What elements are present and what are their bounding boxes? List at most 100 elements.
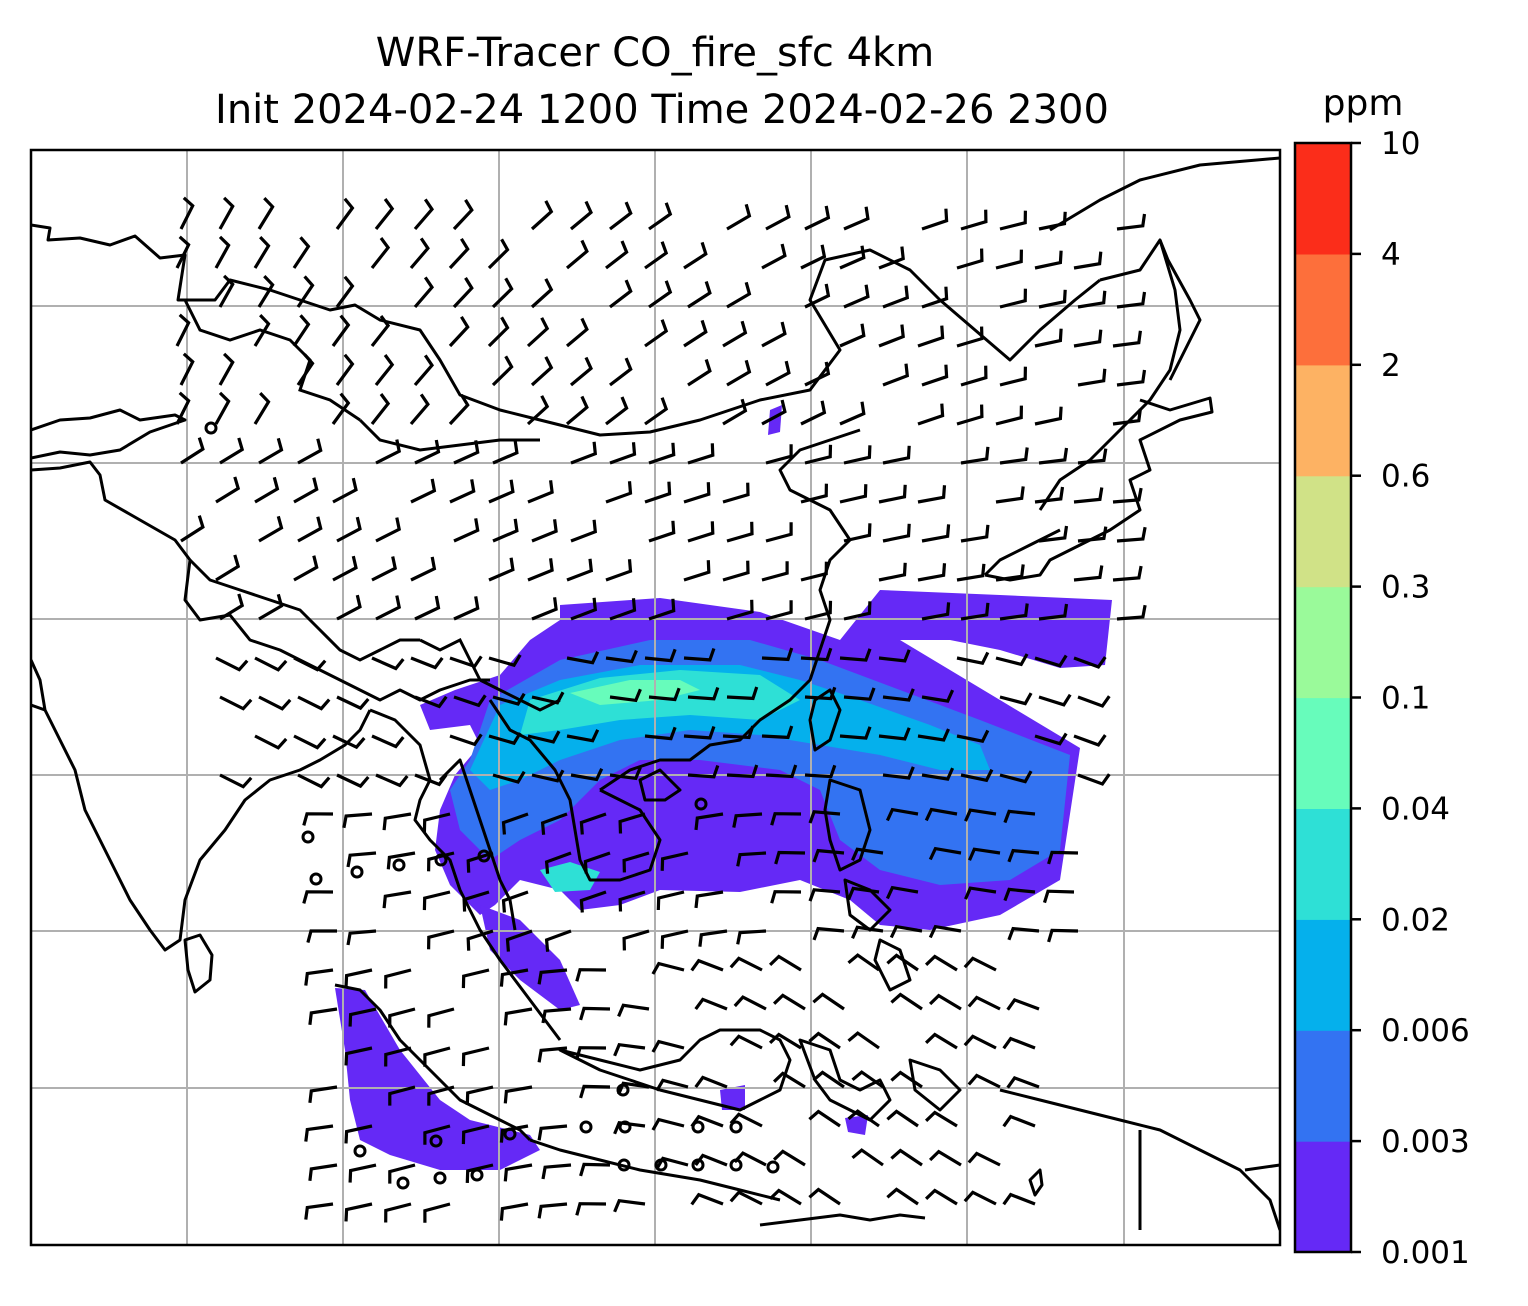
wind-barb [1112,408,1142,426]
wind-barb [1006,997,1040,1011]
country-borders [183,299,1142,1230]
wind-barb [297,695,331,711]
colorbar-ticks: 0.001 0.003 0.006 0.02 0.04 0.1 0.3 0.6 2 4 10 [1351,126,1470,1271]
colorbar-tick-label: 0.04 [1381,791,1450,827]
wind-barb [960,524,990,543]
wind-barb [1038,447,1069,465]
wind-barb [890,1070,923,1089]
wind-barb [964,886,997,900]
wind-barb [878,246,905,270]
wind-barb [812,848,845,863]
wind-barb [461,1046,490,1067]
wind-barb [541,1163,572,1180]
wind-barb [960,602,990,621]
wind-barb [605,559,633,582]
wind-barb [687,764,720,779]
wind-barb [722,482,750,504]
wind-barb [694,1075,728,1089]
wind-barb [960,365,988,387]
wind-barb [960,768,994,783]
wind-barb [963,956,997,972]
sumatra-plume [335,988,540,1170]
wind-barb [804,764,837,779]
wind-barb [956,563,986,582]
wind-barb [579,812,607,835]
wind-barb [570,441,598,465]
colorbar-band-0.003 [1295,1030,1351,1142]
wind-barb [804,361,831,387]
wind-barb [1077,773,1111,786]
wind-barb [526,317,550,348]
wind-barb [683,241,708,270]
wind-barb [956,326,984,348]
wind-barb [1077,368,1107,387]
wind-barb [851,847,884,861]
wind-barb [448,315,470,348]
wind-barb [569,200,593,231]
sulawesi-spot [845,1115,868,1135]
wind-barb [453,694,487,708]
calm-markers [204,421,780,1190]
wind-barb [414,439,441,465]
wind-barb [851,925,884,939]
wind-barb [566,651,600,665]
wind-barb [928,993,962,1011]
borneo-spot [720,1085,745,1110]
wind-barb [487,316,510,348]
wind-barb [1034,732,1068,746]
wind-barb [729,1190,763,1206]
wind-barb [839,245,866,270]
wind-barb [258,515,284,543]
wind-barb [917,563,947,582]
wind-barb [254,656,288,672]
wind-barb [487,238,510,270]
wind-barb [1077,290,1107,309]
wind-barb [371,734,405,749]
wind-barb [453,518,480,543]
wind-barb [306,929,337,944]
wind-barb [344,1202,373,1222]
wind-barb [956,729,990,744]
wind-barb [461,1124,490,1145]
wind-barb [537,968,568,985]
wind-barb [683,725,716,740]
wind-barb [808,888,841,902]
wind-barb [726,281,752,309]
wind-barb [214,391,231,425]
wind-barb [1003,887,1036,902]
wind-barb [530,200,554,231]
wind-barb [808,810,841,824]
wind-barb [308,1007,338,1025]
wind-barb [569,356,593,387]
wind-barb [302,890,334,904]
wind-barb [847,1109,880,1128]
wind-barb [648,202,673,231]
wind-barb [375,595,402,621]
wind-barb [449,479,476,504]
wind-barb [732,812,763,828]
wind-barb [293,555,319,582]
wind-barb [921,286,949,309]
wind-barb [499,1124,529,1143]
wind-barb [687,686,720,701]
wind-barb [999,692,1033,706]
wind-barb [541,1007,572,1024]
wind-barb [765,764,798,779]
wind-barb [579,890,607,913]
wind-barb [761,561,789,582]
wind-barb [882,285,910,309]
wind-barb [995,653,1029,667]
wind-barb [492,518,519,543]
wind-barb [304,968,334,986]
title-line-2: Init 2024-02-24 1200 Time 2024-02-26 230… [215,87,1109,133]
wind-barb [726,203,752,231]
wind-barb [448,393,470,426]
wind-barb [722,398,748,426]
wind-barb [605,396,629,426]
wind-barb [1116,369,1147,387]
colorbar-tick-label: 0.006 [1381,1013,1470,1049]
wind-barb [253,391,271,425]
wind-barb [409,237,430,270]
wind-barb [218,274,235,308]
wind-barb [967,1151,1001,1167]
